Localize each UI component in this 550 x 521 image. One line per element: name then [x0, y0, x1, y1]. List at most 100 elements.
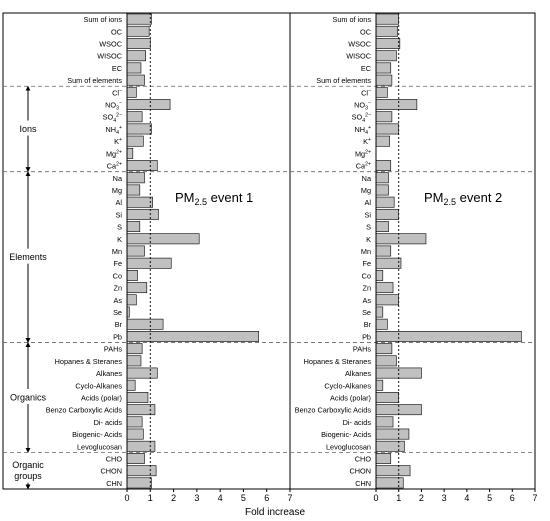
- category-label: CHN: [106, 479, 122, 488]
- category-label: CHN: [355, 479, 371, 488]
- bar: [375, 123, 400, 135]
- bar: [375, 25, 398, 37]
- category-label: WISOC: [97, 52, 122, 61]
- bar: [126, 404, 156, 416]
- category-label: SO42−: [352, 113, 371, 124]
- category-label: PAHs: [353, 345, 371, 354]
- category-label: SO42−: [103, 113, 122, 124]
- category-label: OC: [360, 27, 371, 36]
- group-bracket: Organics: [10, 342, 47, 453]
- group-separators: [3, 85, 535, 453]
- category-label: As: [362, 296, 371, 305]
- category-label: Br: [364, 320, 372, 329]
- category-label: Sum of elements: [67, 76, 122, 85]
- bar: [126, 269, 138, 281]
- x-tick-label: 6: [264, 493, 269, 503]
- bar: [126, 172, 145, 184]
- category-label: K+: [114, 137, 122, 146]
- bar: [375, 135, 390, 147]
- bar: [375, 318, 388, 330]
- category-label: K: [366, 235, 371, 244]
- bar: [126, 147, 134, 159]
- x-tick-label: 7: [532, 493, 537, 503]
- category-label: NH4+: [355, 125, 371, 136]
- category-label: Sum of ions: [332, 15, 371, 24]
- category-label: Alkanes: [96, 369, 122, 378]
- category-label: Ca2+: [356, 162, 371, 171]
- bar: [375, 86, 388, 98]
- bar: [375, 184, 389, 196]
- bar: [126, 416, 143, 428]
- category-label: OC: [111, 27, 122, 36]
- category-label: Pb: [362, 332, 371, 341]
- panel-2: Sum of ions OC WSOC WISOC EC Sum of elements C…: [295, 13, 538, 503]
- group-label: Ions: [19, 124, 37, 134]
- bar: [375, 233, 427, 245]
- category-label: K+: [363, 137, 371, 146]
- x-tick-label: 2: [171, 493, 176, 503]
- bar: [375, 269, 384, 281]
- category-label: Se: [113, 308, 122, 317]
- category-label: Co: [113, 271, 122, 280]
- bar: [375, 245, 392, 257]
- x-tick-label: 3: [442, 493, 447, 503]
- category-label: Zn: [362, 284, 371, 293]
- panel-annotation: PM2.5 event 1: [175, 190, 253, 207]
- bar: [126, 208, 159, 220]
- bar: [126, 318, 164, 330]
- category-label: Alkanes: [345, 369, 371, 378]
- bar: [126, 86, 137, 98]
- bar: [126, 257, 172, 269]
- bar: [126, 440, 156, 452]
- category-label: EC: [361, 64, 371, 73]
- x-tick-label: 3: [194, 493, 199, 503]
- bar: [375, 392, 400, 403]
- group-bracket: Organic groups: [12, 460, 44, 490]
- category-label: K: [117, 235, 122, 244]
- category-label: NO3−: [105, 101, 122, 112]
- x-tick-label: 2: [419, 493, 424, 503]
- bar: [375, 38, 401, 49]
- category-label: Cyclo-Alkanes: [75, 381, 122, 390]
- category-label: Hopanes & Steranes: [304, 357, 372, 366]
- plot-frame: [2, 12, 536, 490]
- group-bracket: Ions: [19, 85, 37, 173]
- category-label: Mn: [361, 247, 371, 256]
- x-tick-label: 7: [287, 493, 292, 503]
- category-label: Biogenic- Acids: [321, 430, 371, 439]
- bar: [126, 355, 142, 367]
- x-axis-label: Fold increase: [245, 507, 305, 518]
- category-label: Fe: [362, 259, 371, 268]
- category-label: Sum of ions: [83, 15, 122, 24]
- category-label: Na: [113, 174, 123, 183]
- category-label: EC: [112, 64, 122, 73]
- bar: [126, 111, 143, 123]
- x-tick-label: 1: [396, 493, 401, 503]
- bar: [126, 343, 143, 355]
- category-label: Na: [362, 174, 372, 183]
- bar: [126, 50, 146, 62]
- bar: [375, 440, 405, 452]
- bar: [126, 465, 157, 477]
- bar: [375, 282, 394, 294]
- category-label: Benzo Carboxylic Acids: [295, 406, 372, 415]
- bar: [126, 13, 152, 25]
- group-label: Elements: [9, 252, 47, 262]
- bar: [126, 221, 141, 233]
- outer-frame: [2, 12, 536, 490]
- x-tick-label: 0: [124, 493, 129, 503]
- x-tick-label: 5: [487, 493, 492, 503]
- bar: [126, 38, 151, 49]
- bar: [375, 172, 389, 184]
- bar: [126, 331, 259, 342]
- category-label: WSOC: [348, 40, 371, 49]
- x-tick-label: 0: [373, 493, 378, 503]
- category-label: Cl−: [112, 88, 122, 97]
- bar: [126, 294, 137, 306]
- bar: [126, 282, 148, 294]
- category-label: CHO: [355, 454, 372, 463]
- bar: [126, 74, 145, 86]
- category-label: CHO: [106, 454, 123, 463]
- bar: [126, 184, 141, 196]
